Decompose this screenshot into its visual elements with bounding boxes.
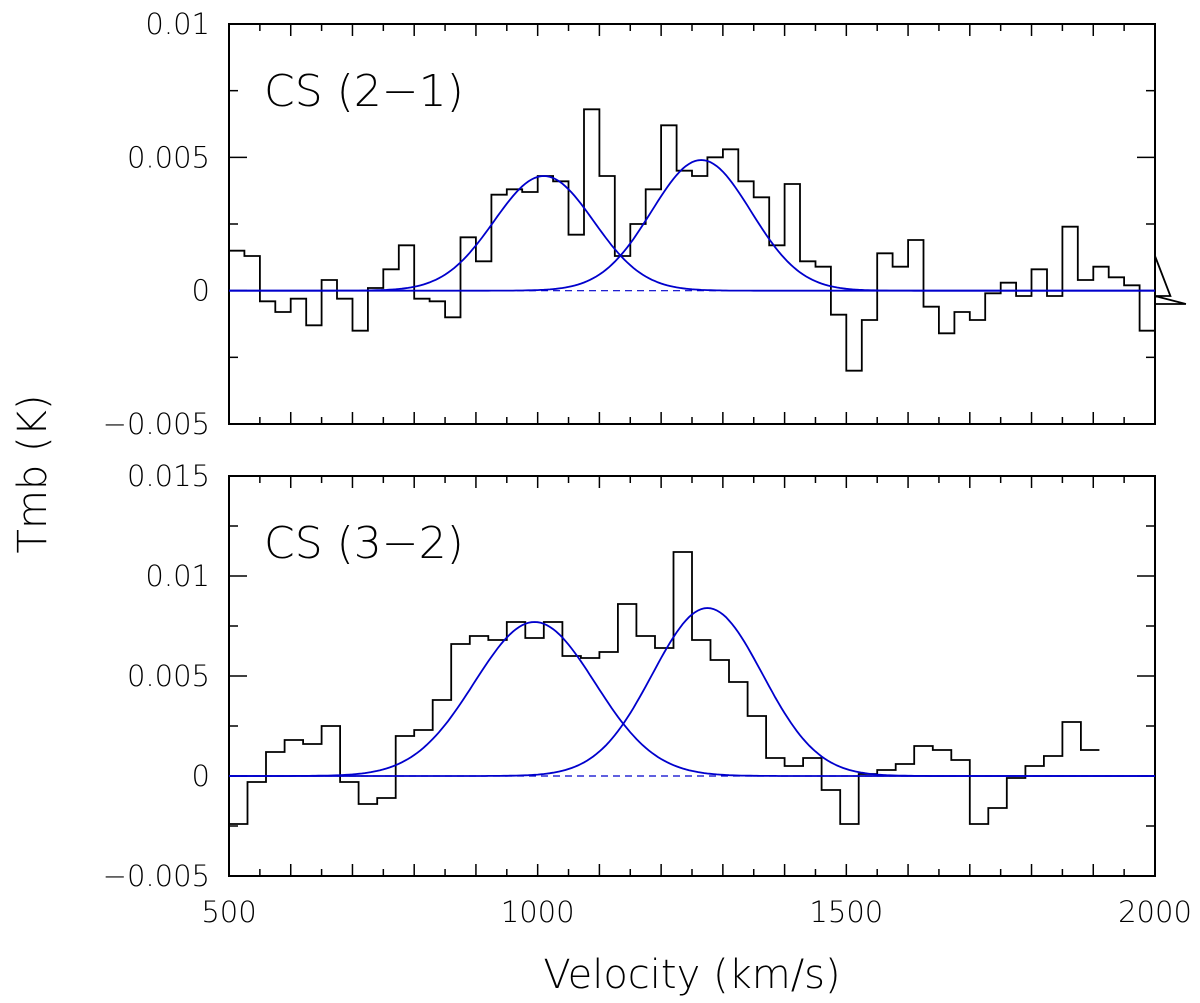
panel2-y-tick-label: 0.015 (127, 459, 210, 493)
panel1-y-tick-label: 0.005 (127, 140, 210, 174)
panel1-y-tick-label: −0.005 (103, 407, 210, 441)
panel-cs-3-2: −0.005 0 0.005 0.01 0.015 CS (3−2) (103, 459, 1156, 893)
panel1-y-tick-label: 0.01 (145, 7, 210, 41)
panel2-y-tick-label: 0 (192, 759, 210, 793)
x-axis-label: Velocity (km/s) (543, 952, 840, 998)
panel1-label: CS (2−1) (264, 66, 464, 117)
panel2-gaussian-fit-2 (229, 607, 1155, 777)
panel2-spectrum-histogram (229, 551, 1100, 825)
panel2-y-tick-label: 0.01 (145, 559, 210, 593)
x-tick-label: 500 (201, 895, 256, 929)
panel2-label: CS (3−2) (264, 518, 464, 569)
shared-x-axis: 500 1000 1500 2000 (201, 895, 1192, 929)
panel1-gaussian-fit-1 (229, 175, 1155, 292)
panel1-y-tick-label: 0 (192, 274, 210, 308)
x-tick-label: 1500 (809, 895, 883, 929)
panel2-y-tick-label: 0.005 (127, 659, 210, 693)
x-tick-label: 1000 (501, 895, 575, 929)
panel1-spectrum-histogram (229, 108, 1187, 372)
x-tick-label: 2000 (1118, 895, 1192, 929)
panel-cs-2-1: −0.005 0 0.005 0.01 CS (2−1) (103, 7, 1187, 441)
panel2-gaussian-fit-1 (229, 621, 1155, 777)
y-axis-label: Tmb (K) (10, 395, 56, 554)
panel1-gaussian-fit-2 (229, 159, 1155, 292)
panel2-y-tick-label: −0.005 (103, 859, 210, 893)
